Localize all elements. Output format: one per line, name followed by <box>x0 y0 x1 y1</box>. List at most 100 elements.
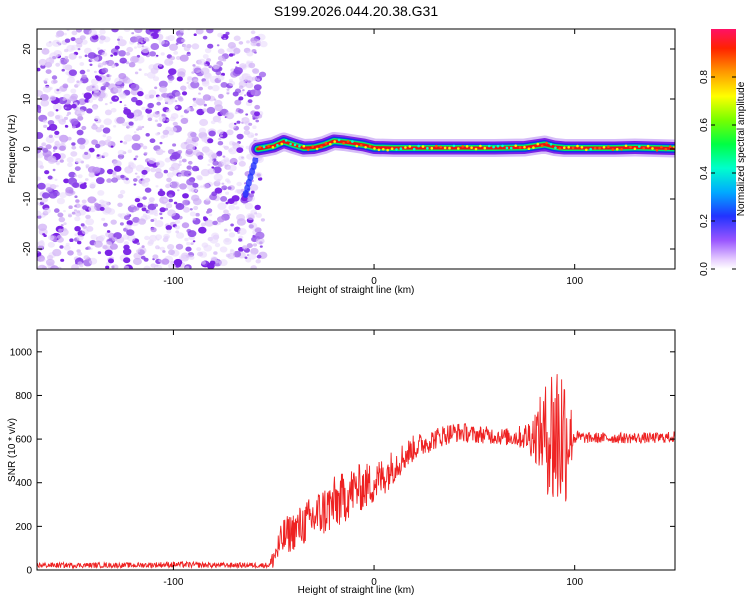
noise-blob <box>141 106 146 111</box>
noise-blob <box>46 187 53 193</box>
noise-blob <box>93 70 97 74</box>
noise-blob <box>191 194 200 202</box>
noise-blob <box>241 117 250 124</box>
noise-blob <box>170 113 179 120</box>
noise-blob <box>88 205 97 213</box>
noise-blob <box>166 177 172 183</box>
noise-blob <box>201 260 206 265</box>
noise-blob <box>46 126 52 131</box>
noise-blob <box>94 202 99 207</box>
noise-blob <box>45 136 55 144</box>
noise-blob <box>231 142 237 146</box>
noise-blob <box>147 209 154 215</box>
noise-blob <box>179 29 185 33</box>
noise-blob <box>177 150 183 154</box>
noise-blob <box>93 240 103 248</box>
noise-blob <box>97 190 105 196</box>
noise-blob <box>254 204 261 210</box>
noise-blob <box>59 159 64 163</box>
noise-blob <box>67 250 74 256</box>
noise-blob <box>89 182 97 188</box>
noise-blob <box>52 149 56 152</box>
track-speckle <box>598 146 601 150</box>
noise-blob <box>55 114 63 122</box>
noise-blob <box>112 173 118 178</box>
noise-blob <box>67 111 72 115</box>
noise-blob <box>226 129 234 136</box>
noise-blob <box>74 209 77 212</box>
noise-blob <box>171 158 176 163</box>
noise-blob <box>192 64 196 67</box>
noise-blob <box>37 223 48 231</box>
noise-blob <box>133 157 137 161</box>
noise-blob <box>189 208 193 211</box>
noise-blob <box>116 116 125 124</box>
noise-blob <box>52 168 56 172</box>
noise-blob <box>230 248 234 252</box>
noise-blob <box>214 242 221 248</box>
noise-blob <box>176 76 183 82</box>
noise-blob <box>243 130 250 135</box>
noise-blob <box>238 160 246 167</box>
noise-blob <box>215 179 220 183</box>
colorbar-tick-label: 0.4 <box>699 166 710 180</box>
noise-blob <box>217 150 223 155</box>
noise-blob <box>247 89 251 93</box>
noise-blob <box>193 78 199 84</box>
noise-blob <box>66 157 74 163</box>
noise-blob <box>45 144 52 150</box>
noise-blob <box>228 204 236 211</box>
colorbar-label: Normalized spectral amplitude <box>736 81 747 216</box>
noise-blob <box>219 246 228 253</box>
noise-blob <box>133 183 137 186</box>
noise-blob <box>141 174 146 178</box>
noise-blob <box>155 54 159 57</box>
noise-blob <box>53 146 58 150</box>
track-speckle <box>359 144 363 147</box>
noise-blob <box>248 193 254 198</box>
track-speckle <box>642 147 645 150</box>
noise-blob <box>170 98 176 103</box>
noise-blob <box>227 42 236 49</box>
noise-blob <box>70 151 78 157</box>
noise-blob <box>106 230 111 233</box>
noise-blob <box>120 174 125 179</box>
track-speckle <box>501 144 504 148</box>
noise-blob <box>144 73 148 76</box>
noise-blob <box>247 80 251 83</box>
noise-blob <box>155 185 159 188</box>
noise-blob <box>118 50 126 57</box>
xtick-label: 0 <box>371 577 377 588</box>
noise-blob <box>77 261 83 266</box>
noise-blob <box>45 41 53 48</box>
noise-blob <box>260 218 265 222</box>
noise-blob <box>112 171 117 175</box>
snr-xlabel: Height of straight line (km) <box>298 585 415 596</box>
noise-blob <box>252 125 257 129</box>
noise-blob <box>244 202 253 210</box>
noise-blob <box>134 71 139 75</box>
noise-blob <box>252 76 258 81</box>
noise-blob <box>82 205 88 210</box>
noise-blob <box>158 63 163 67</box>
noise-blob <box>75 199 80 203</box>
noise-blob <box>256 254 262 259</box>
noise-blob <box>200 222 206 227</box>
noise-blob <box>88 171 96 178</box>
noise-blob <box>246 50 254 57</box>
noise-blob <box>174 225 180 230</box>
noise-blob <box>111 265 115 269</box>
noise-blob <box>109 101 113 104</box>
xtick-label: 100 <box>566 577 583 588</box>
noise-blob <box>101 217 106 221</box>
noise-blob <box>51 75 58 80</box>
noise-blob <box>233 47 241 54</box>
track-speckle <box>545 141 548 145</box>
noise-blob <box>154 119 158 123</box>
noise-blob <box>64 106 68 109</box>
noise-blob <box>66 114 69 117</box>
track-speckle <box>518 146 522 149</box>
noise-blob <box>168 182 173 186</box>
noise-blob <box>64 64 73 71</box>
noise-blob <box>96 154 100 157</box>
